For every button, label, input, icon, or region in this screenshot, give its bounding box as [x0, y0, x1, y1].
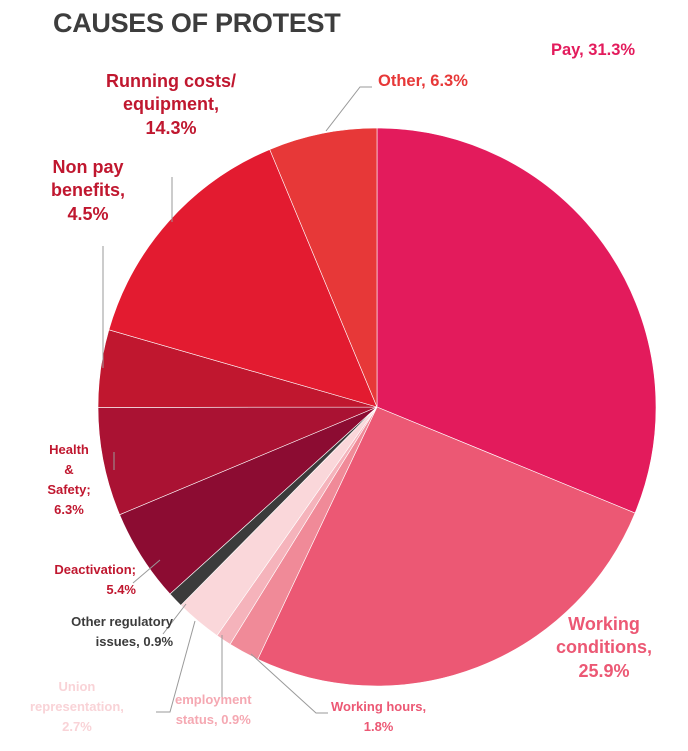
slice-other: [269, 127, 378, 408]
slice-working-conditions: [257, 406, 636, 687]
label-deactivation: Deactivation; 5.4%: [54, 562, 136, 598]
leader-line-union-representation: [156, 620, 196, 713]
pie-slices: [97, 127, 657, 687]
leader-line-working-hours: [250, 653, 328, 714]
label-working-hours: Working hours, 1.8%: [331, 699, 427, 735]
label-working-conditions: Working conditions, 25.9%: [556, 614, 652, 681]
slice-pay: [376, 127, 657, 514]
leader-line-deactivation: [132, 559, 161, 584]
label-health-safety: Health & Safety; 6.3%: [47, 442, 91, 518]
label-union-representation: Union representation, 2.7%: [30, 679, 124, 735]
leader-line-other-regulatory: [162, 603, 187, 635]
label-other: Other, 6.3%: [378, 72, 468, 90]
label-other-regulatory: Other regulatory issues, 0.9%: [71, 614, 173, 650]
leader-line-other: [325, 86, 372, 132]
label-employment-status: employment status, 0.9%: [175, 692, 252, 728]
label-non-pay-benefits: Non pay benefits, 4.5%: [50, 157, 125, 224]
label-pay: Pay, 31.3%: [551, 41, 636, 59]
leader-lines: [102, 86, 372, 714]
chart-title: CAUSES OF PROTEST: [53, 8, 341, 38]
slice-running-costs: [108, 149, 378, 408]
label-running-costs: Running costs/ equipment, 14.3%: [106, 71, 236, 138]
